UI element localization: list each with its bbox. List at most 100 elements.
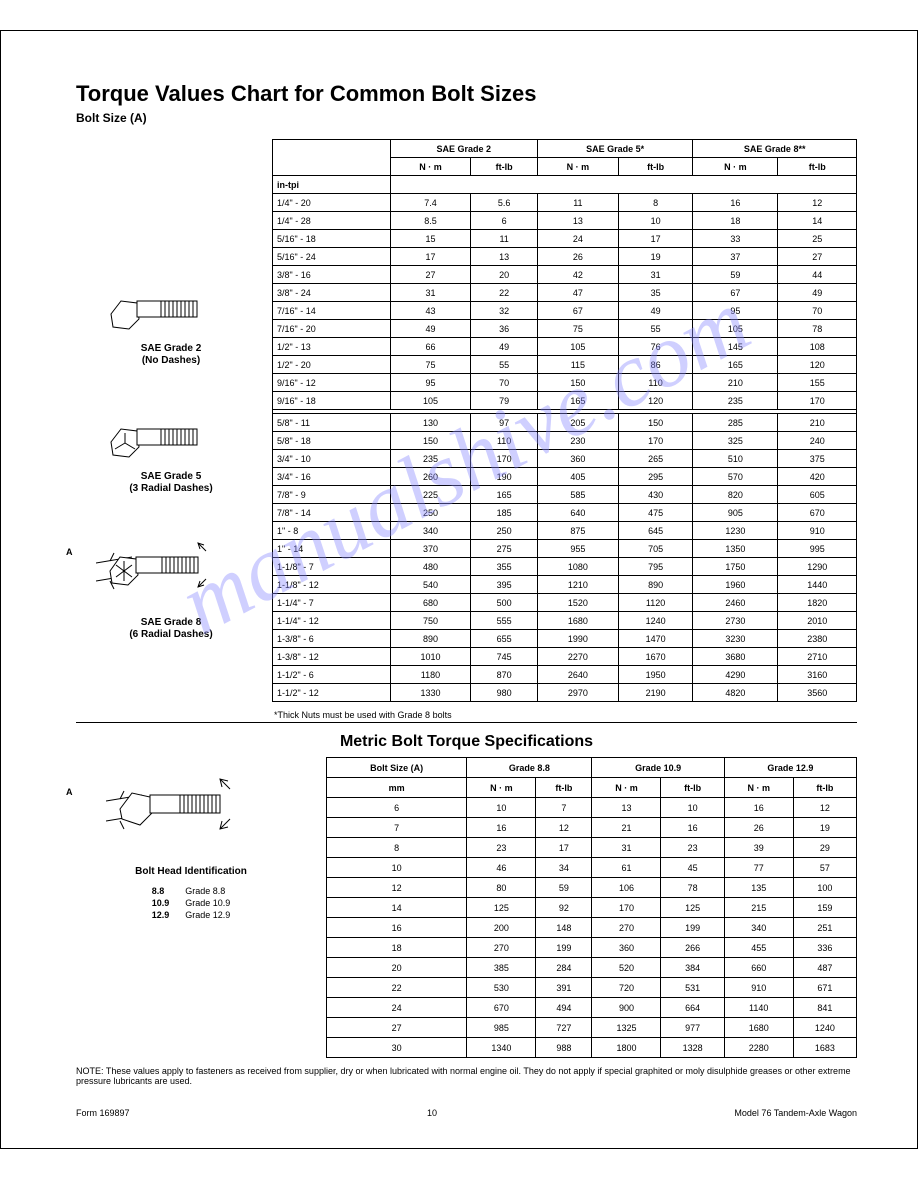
table-cell: 745 — [471, 648, 538, 666]
table-cell: 95 — [390, 374, 471, 392]
mh-nm2: N · m — [592, 778, 661, 798]
table-cell: 13 — [537, 212, 618, 230]
table-cell: 875 — [537, 522, 618, 540]
metric-bolt-illustration: A — [76, 757, 306, 921]
table-cell: 1800 — [592, 1038, 661, 1058]
table-cell: 1240 — [618, 612, 693, 630]
table-cell: 1180 — [390, 666, 471, 684]
table-cell: 16 — [724, 798, 793, 818]
table-cell: 150 — [618, 414, 693, 432]
table-cell: 7/16" - 20 — [273, 320, 391, 338]
g2-sub: (No Dashes) — [142, 355, 200, 366]
table-cell: 16 — [661, 818, 724, 838]
table-cell: 9/16" - 18 — [273, 392, 391, 410]
mh-g109: Grade 10.9 — [592, 758, 724, 778]
table-cell: 15 — [390, 230, 471, 248]
table-cell: 31 — [592, 838, 661, 858]
section-divider — [76, 722, 857, 723]
mh-size: Bolt Size (A) — [327, 758, 467, 778]
table-row: 1-1/8" - 7480355108079517501290 — [273, 558, 857, 576]
table-cell: 370 — [390, 540, 471, 558]
table-cell: 1010 — [390, 648, 471, 666]
h-g8: SAE Grade 8** — [693, 140, 857, 158]
table-cell: 165 — [693, 356, 778, 374]
metric-section: A — [76, 757, 857, 1058]
table-cell: 540 — [390, 576, 471, 594]
table-cell: 12 — [536, 818, 592, 838]
table-cell: 18 — [327, 938, 467, 958]
g5-label: SAE Grade 5 — [141, 471, 202, 482]
mh-nm3: N · m — [724, 778, 793, 798]
table-cell: 120 — [618, 392, 693, 410]
table-row: 1/4" - 207.45.61181612 — [273, 194, 857, 212]
table-cell: 1230 — [693, 522, 778, 540]
table-cell: 34 — [536, 858, 592, 878]
table-cell: 17 — [618, 230, 693, 248]
table-row: 18270199360266455336 — [327, 938, 857, 958]
table-row: 7/8" - 9225165585430820605 — [273, 486, 857, 504]
table-cell: 7/8" - 14 — [273, 504, 391, 522]
table-cell: 225 — [390, 486, 471, 504]
table-cell: 230 — [537, 432, 618, 450]
table-cell: 5/16" - 24 — [273, 248, 391, 266]
table-cell: 125 — [467, 898, 536, 918]
table-cell: 355 — [471, 558, 538, 576]
grade-label: Grade 8.8 — [177, 885, 238, 897]
h-size: in-tpi — [273, 176, 391, 194]
table-cell: 199 — [536, 938, 592, 958]
table-row: 3/8" - 24312247356749 — [273, 284, 857, 302]
table-cell: 841 — [793, 998, 856, 1018]
page-footer: Form 169897 10 Model 76 Tandem-Axle Wago… — [76, 1108, 857, 1118]
table-row: 1-3/8" - 68906551990147032302380 — [273, 630, 857, 648]
table-cell: 150 — [390, 432, 471, 450]
table-row: 22530391720531910671 — [327, 978, 857, 998]
table-cell: 1-1/4" - 7 — [273, 594, 391, 612]
table-cell: 24 — [537, 230, 618, 248]
table-row: 1" - 83402508756451230910 — [273, 522, 857, 540]
bolt-grade5-icon — [76, 397, 266, 467]
table-cell: 585 — [537, 486, 618, 504]
table-cell: 10 — [618, 212, 693, 230]
mh-fl2: ft-lb — [661, 778, 724, 798]
table-cell: 295 — [618, 468, 693, 486]
table-cell: 2640 — [537, 666, 618, 684]
table-cell: 494 — [536, 998, 592, 1018]
table-cell: 185 — [471, 504, 538, 522]
table-cell: 384 — [661, 958, 724, 978]
table-cell: 78 — [778, 320, 857, 338]
table-cell: 67 — [693, 284, 778, 302]
table-cell: 170 — [592, 898, 661, 918]
table-cell: 16 — [327, 918, 467, 938]
table-cell: 1290 — [778, 558, 857, 576]
table-cell: 20 — [327, 958, 467, 978]
table-cell: 727 — [536, 1018, 592, 1038]
table-cell: 42 — [537, 266, 618, 284]
table-cell: 8 — [618, 194, 693, 212]
table-cell: 66 — [390, 338, 471, 356]
table-cell: 325 — [693, 432, 778, 450]
table-cell: 55 — [618, 320, 693, 338]
table-row: 1-3/8" - 1210107452270167036802710 — [273, 648, 857, 666]
table-cell: 3160 — [778, 666, 857, 684]
table-cell: 45 — [661, 858, 724, 878]
table-cell: 670 — [778, 504, 857, 522]
table-row: 12805910678135100 — [327, 878, 857, 898]
table-cell: 480 — [390, 558, 471, 576]
table-row: 1-1/2" - 1213309802970219048203560 — [273, 684, 857, 702]
table-cell: 1-3/8" - 6 — [273, 630, 391, 648]
table-cell: 22 — [471, 284, 538, 302]
table-cell: 7/16" - 14 — [273, 302, 391, 320]
table-cell: 7 — [536, 798, 592, 818]
table-row: 16200148270199340251 — [327, 918, 857, 938]
mh-nm1: N · m — [467, 778, 536, 798]
table-cell: 32 — [471, 302, 538, 320]
table-cell: 18 — [693, 212, 778, 230]
table-cell: 150 — [537, 374, 618, 392]
table-cell: 2460 — [693, 594, 778, 612]
table-cell: 16 — [467, 818, 536, 838]
table-row: 1412592170125215159 — [327, 898, 857, 918]
table-cell: 1/4" - 28 — [273, 212, 391, 230]
table-cell: 2710 — [778, 648, 857, 666]
table-cell: 105 — [537, 338, 618, 356]
h-nm2: N · m — [537, 158, 618, 176]
